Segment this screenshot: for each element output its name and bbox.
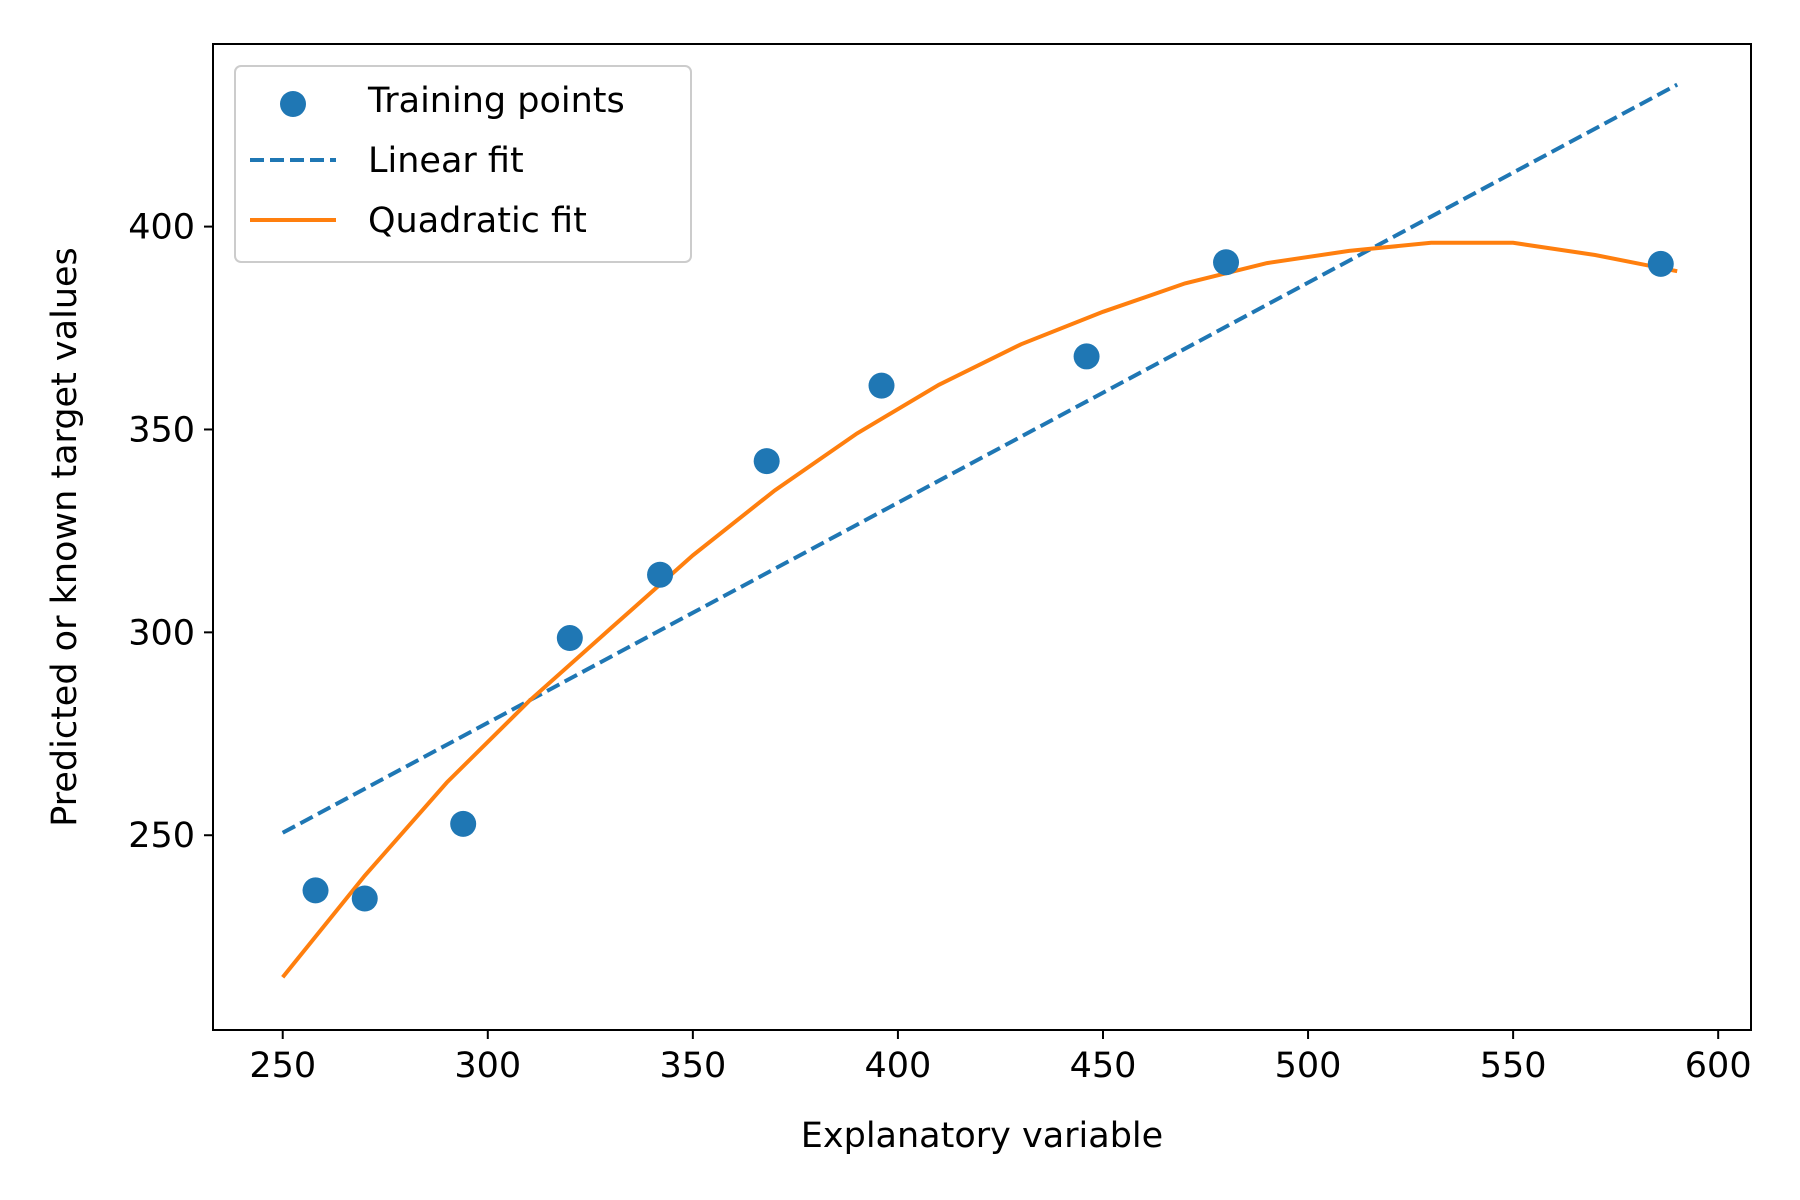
data-point [302,877,329,904]
y-axis: 250 300 350 400 [128,208,213,856]
axes-frame [212,43,1752,1031]
legend-label-quadratic-fit: Quadratic fit [368,201,587,241]
data-point [753,448,780,475]
data-point [1647,250,1674,277]
y-tick-label: 350 [128,410,195,450]
y-axis-label: Predicted or known target values [45,247,85,827]
legend-label-linear-fit: Linear fit [368,141,524,181]
data-point [647,561,674,588]
legend-box [234,65,692,263]
data-point [556,625,583,652]
data-point [1213,249,1240,276]
x-tick-label: 350 [659,1046,726,1086]
x-tick-label: 550 [1480,1046,1547,1086]
plot-area [281,82,1679,979]
y-tick-label: 250 [128,816,195,856]
series-line-quadratic-fit [281,240,1678,979]
data-point [868,372,895,399]
series-line-linear-fit [281,82,1679,835]
legend-label-training-points: Training points [367,81,625,121]
x-tick-label: 500 [1275,1046,1342,1086]
data-point [450,810,477,837]
data-point [351,885,378,912]
legend-marker-training-points [280,91,306,117]
x-tick-label: 400 [865,1046,932,1086]
x-tick-label: 600 [1685,1046,1752,1086]
x-tick-label: 300 [454,1046,521,1086]
x-tick-label: 450 [1070,1046,1137,1086]
x-axis-label: Explanatory variable [801,1116,1163,1156]
legend: Training points Linear fit Quadratic fit [234,65,692,263]
x-tick-label: 250 [249,1046,316,1086]
x-axis: 250 300 350 400 450 500 550 600 [249,1030,1752,1086]
y-tick-label: 400 [128,208,195,248]
data-point [1073,343,1100,370]
y-tick-label: 300 [128,613,195,653]
